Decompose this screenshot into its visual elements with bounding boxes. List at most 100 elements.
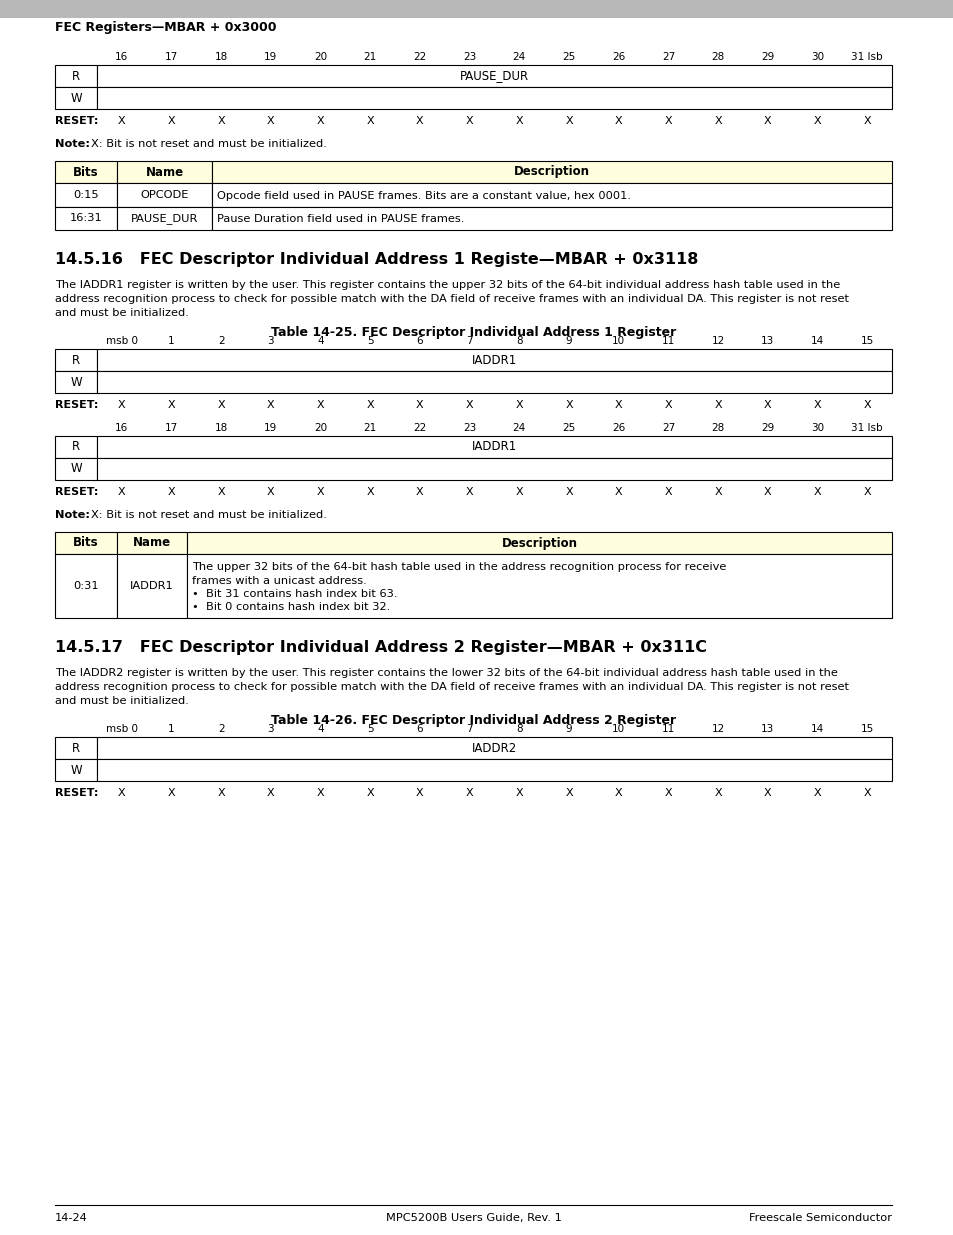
Text: 0:15: 0:15	[73, 190, 99, 200]
Text: X: Bit is not reset and must be initialized.: X: Bit is not reset and must be initiali…	[91, 510, 327, 520]
Text: 15: 15	[860, 724, 873, 734]
Text: X: X	[564, 487, 572, 496]
Text: X: X	[813, 116, 821, 126]
Text: X: X	[168, 116, 175, 126]
Text: X: X	[316, 116, 324, 126]
Text: 20: 20	[314, 52, 327, 62]
Bar	[55, 350, 97, 370]
Text: IADDR1: IADDR1	[130, 580, 173, 592]
Text: 2: 2	[217, 336, 224, 346]
Text: 13: 13	[760, 336, 774, 346]
Text: X: X	[564, 788, 572, 798]
Bar	[117, 183, 212, 206]
Bar	[55, 532, 117, 555]
Bar	[117, 161, 212, 183]
Text: 1: 1	[168, 724, 174, 734]
Text: X: X	[664, 400, 672, 410]
Text: 19: 19	[264, 424, 277, 433]
Text: msb 0: msb 0	[106, 336, 137, 346]
Text: •  Bit 0 contains hash index bit 32.: • Bit 0 contains hash index bit 32.	[192, 603, 390, 613]
Text: RESET:: RESET:	[55, 487, 98, 496]
Bar	[55, 737, 97, 760]
Text: 12: 12	[711, 724, 724, 734]
Text: X: X	[714, 400, 721, 410]
Text: X: X	[118, 400, 126, 410]
Text: W: W	[71, 375, 82, 389]
Text: Table 14-26. FEC Descriptor Individual Address 2 Register: Table 14-26. FEC Descriptor Individual A…	[271, 714, 676, 727]
Text: X: X	[316, 487, 324, 496]
Text: 8: 8	[516, 336, 522, 346]
Bar	[187, 555, 891, 618]
Text: 1: 1	[168, 336, 174, 346]
Text: X: X	[813, 487, 821, 496]
Text: X: X	[862, 788, 870, 798]
Text: The IADDR2 register is written by the user. This register contains the lower 32 : The IADDR2 register is written by the us…	[55, 668, 837, 678]
Bar	[187, 532, 891, 555]
Text: X: X	[217, 788, 225, 798]
Text: and must be initialized.: and must be initialized.	[55, 308, 189, 317]
Bar	[55, 161, 117, 183]
Text: 19: 19	[264, 52, 277, 62]
Text: X: X	[515, 116, 522, 126]
Text: X: X	[416, 487, 423, 496]
Text: X: X	[217, 487, 225, 496]
Text: X: X	[416, 400, 423, 410]
Text: X: X	[763, 116, 771, 126]
Text: X: X	[664, 116, 672, 126]
Text: The upper 32 bits of the 64-bit hash table used in the address recognition proce: The upper 32 bits of the 64-bit hash tab…	[192, 562, 725, 572]
Text: X: X	[316, 788, 324, 798]
Text: 4: 4	[317, 336, 324, 346]
Text: X: X	[813, 400, 821, 410]
Text: X: X	[763, 487, 771, 496]
Text: 16: 16	[115, 424, 129, 433]
Text: 18: 18	[214, 424, 228, 433]
Text: X: X	[366, 400, 374, 410]
Text: 10: 10	[612, 336, 624, 346]
Text: X: X	[118, 788, 126, 798]
Text: 6: 6	[416, 724, 423, 734]
Text: X: X	[465, 788, 473, 798]
Text: 14.5.16   FEC Descriptor Individual Address 1 Registe—MBAR + 0x3118: 14.5.16 FEC Descriptor Individual Addres…	[55, 252, 698, 267]
Text: X: X	[515, 788, 522, 798]
Text: X: X	[168, 400, 175, 410]
Text: X: X	[118, 116, 126, 126]
Text: X: X	[615, 116, 622, 126]
Text: X: X	[714, 116, 721, 126]
Text: 29: 29	[760, 424, 774, 433]
Text: X: Bit is not reset and must be initialized.: X: Bit is not reset and must be initiali…	[91, 140, 327, 149]
Text: 25: 25	[562, 424, 575, 433]
Text: X: X	[515, 400, 522, 410]
Text: 24: 24	[512, 424, 525, 433]
Text: X: X	[416, 788, 423, 798]
Text: X: X	[813, 788, 821, 798]
Text: The IADDR1 register is written by the user. This register contains the upper 32 : The IADDR1 register is written by the us…	[55, 280, 840, 290]
Text: 7: 7	[466, 724, 473, 734]
Text: X: X	[515, 487, 522, 496]
Text: IADDR2: IADDR2	[472, 741, 517, 755]
Text: MPC5200B Users Guide, Rev. 1: MPC5200B Users Guide, Rev. 1	[385, 1213, 561, 1223]
Bar	[55, 86, 97, 109]
Text: X: X	[862, 487, 870, 496]
Text: 29: 29	[760, 52, 774, 62]
Text: X: X	[217, 116, 225, 126]
Text: msb 0: msb 0	[106, 724, 137, 734]
Text: 7: 7	[466, 336, 473, 346]
Text: X: X	[615, 400, 622, 410]
Text: Name: Name	[132, 536, 171, 550]
Text: 10: 10	[612, 724, 624, 734]
Bar	[97, 65, 891, 86]
Text: 24: 24	[512, 52, 525, 62]
Text: 16: 16	[115, 52, 129, 62]
Text: 18: 18	[214, 52, 228, 62]
Text: R: R	[71, 353, 80, 367]
Text: X: X	[564, 400, 572, 410]
Bar	[55, 436, 97, 458]
Bar	[97, 737, 891, 760]
Text: 30: 30	[810, 52, 823, 62]
Text: FEC Registers—MBAR + 0x3000: FEC Registers—MBAR + 0x3000	[55, 21, 276, 33]
Bar	[117, 532, 187, 555]
Text: 30: 30	[810, 424, 823, 433]
Text: Note:: Note:	[55, 510, 90, 520]
Bar	[97, 760, 891, 781]
Text: 22: 22	[413, 424, 426, 433]
